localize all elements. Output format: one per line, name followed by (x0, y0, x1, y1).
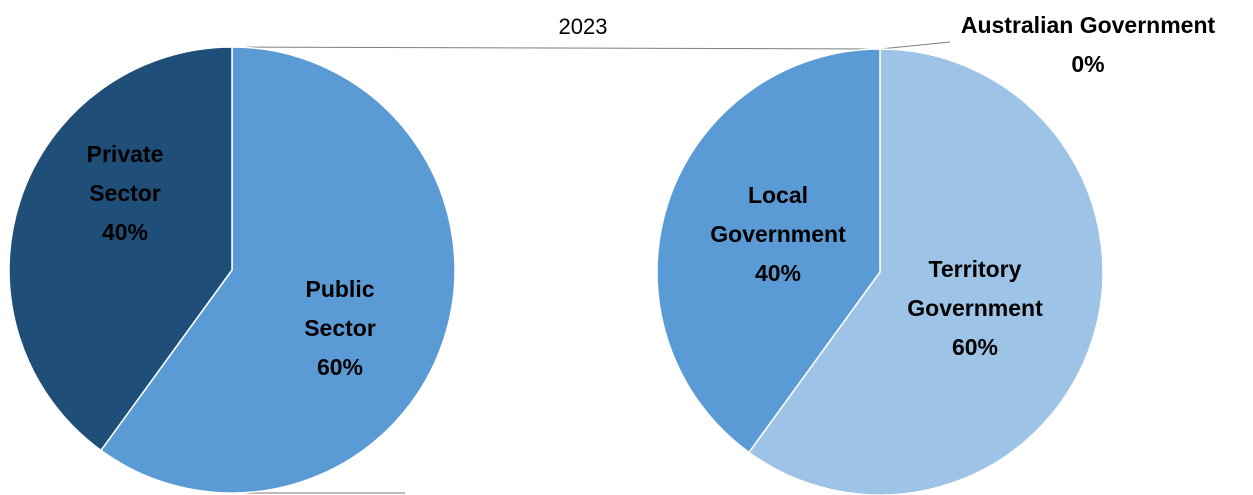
chart-title: 2023 (559, 14, 608, 39)
data-label-line: Local (748, 182, 808, 208)
pie-slice-public-sector (99, 46, 456, 494)
data-label-line: Government (907, 295, 1043, 321)
data-label-private-sector: Private Sector 40% (87, 141, 164, 245)
data-label-public-sector: Public Sector 60% (304, 276, 376, 380)
pie-slice-private-sector (8, 46, 233, 452)
connector-line-top (231, 46, 881, 50)
data-label-line: Sector (304, 315, 376, 341)
data-label-line: 0% (1071, 51, 1104, 77)
data-label-territory-government: Territory Government 60% (907, 256, 1043, 360)
data-label-line: 60% (952, 334, 998, 360)
pie-slice-territory-government (747, 48, 1104, 495)
pie-slice-local-government (656, 48, 881, 454)
data-label-line: 40% (102, 219, 148, 245)
data-label-line: Sector (89, 180, 161, 206)
data-label-line: 60% (317, 354, 363, 380)
data-label-line: Public (305, 276, 374, 302)
data-label-local-government: Local Government 40% (710, 182, 846, 286)
data-label-australian-government: Australian Government 0% (961, 12, 1216, 77)
data-label-line: Australian Government (961, 12, 1216, 38)
data-label-line: Territory (929, 256, 1022, 282)
leader-line-australian-government (879, 41, 951, 50)
data-label-line: 40% (755, 260, 801, 286)
data-label-line: Private (87, 141, 164, 167)
data-label-line: Government (710, 221, 846, 247)
